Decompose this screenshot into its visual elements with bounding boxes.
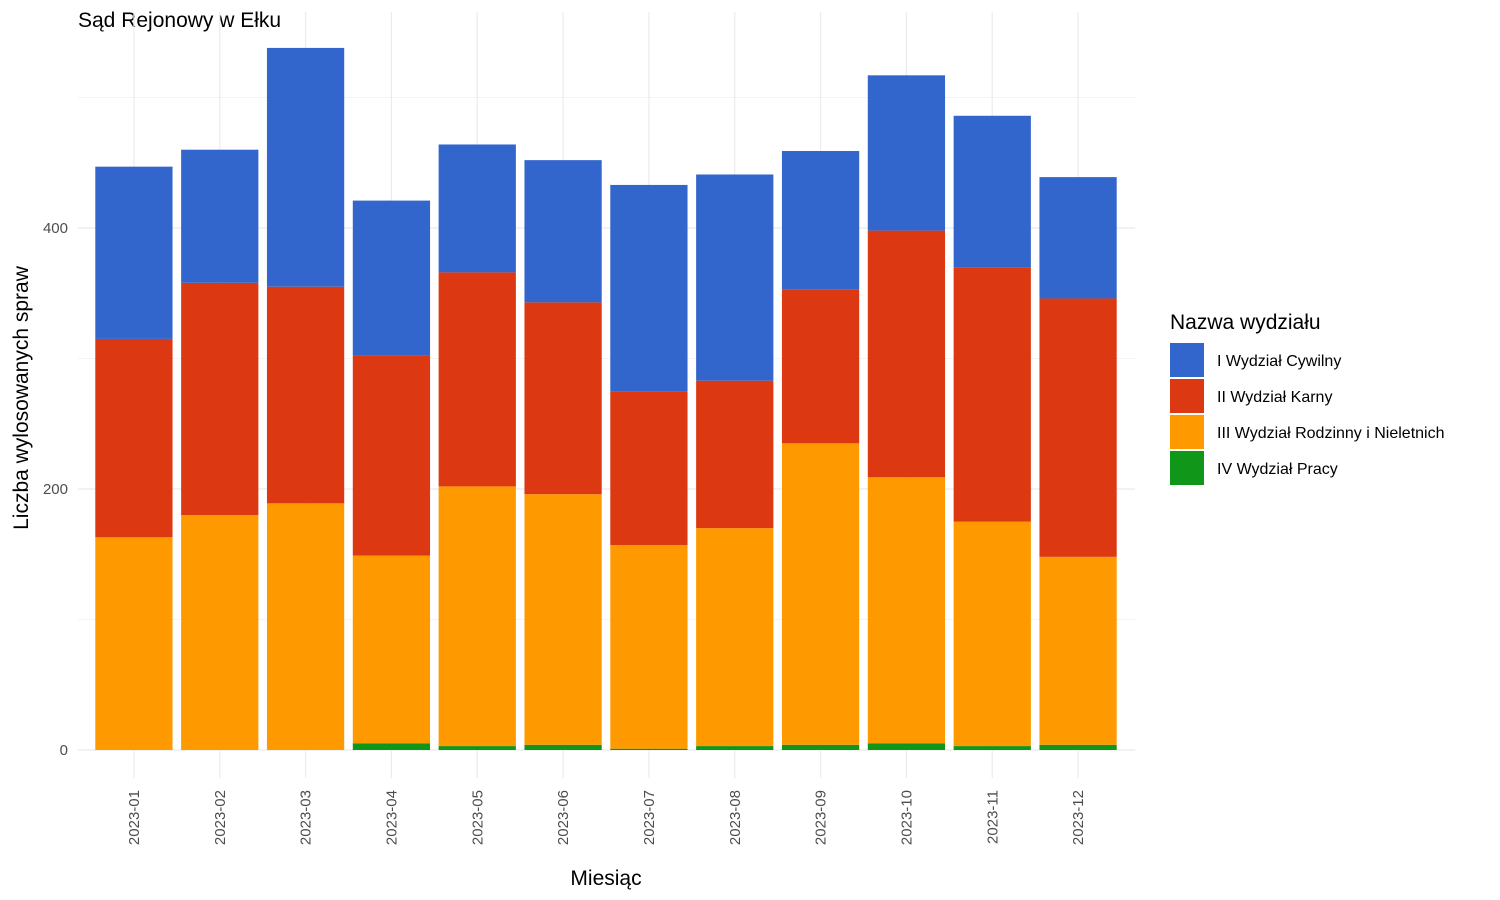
bars <box>95 47 1117 750</box>
x-tick-label: 2023-06 <box>555 790 572 845</box>
bar-segment <box>610 545 688 749</box>
legend-label: II Wydział Karny <box>1217 389 1332 406</box>
bar-segment <box>438 486 516 747</box>
x-tick-label: 2023-12 <box>1070 790 1087 845</box>
legend-swatch <box>1170 343 1204 377</box>
bar-segment <box>95 338 173 538</box>
bar-segment <box>953 521 1031 747</box>
bar-segment <box>181 515 259 750</box>
bar-segment <box>867 230 946 478</box>
bar-segment <box>352 743 431 750</box>
y-axis-title: Liczba wylosowanych spraw <box>10 265 33 530</box>
bar-segment <box>1039 556 1117 745</box>
bar-segment <box>781 289 860 444</box>
bar-segment <box>696 174 774 381</box>
legend-label: I Wydział Cywilny <box>1217 353 1341 370</box>
bar-segment <box>781 151 860 290</box>
bar-segment <box>1039 177 1117 299</box>
bar-segment <box>953 267 1031 522</box>
bar-segment <box>696 380 774 529</box>
x-tick-label: 2023-01 <box>126 790 143 845</box>
x-axis-title: Miesiąc <box>570 867 641 890</box>
bar-segment <box>524 744 602 750</box>
bar-segment <box>867 75 946 231</box>
bar-segment <box>438 746 516 750</box>
bar-segment <box>524 160 602 303</box>
bar-segment <box>524 302 602 495</box>
bar-segment <box>352 355 431 556</box>
bar-segment <box>438 272 516 487</box>
x-tick-label: 2023-02 <box>212 790 229 845</box>
bar-segment <box>610 748 688 750</box>
bar-segment <box>781 744 860 750</box>
bar-segment <box>181 282 259 516</box>
bar-segment <box>95 166 173 339</box>
bar-segment <box>95 537 173 750</box>
y-axis-ticks: 0 200 400 <box>43 220 68 759</box>
x-tick-label: 2023-05 <box>469 790 486 845</box>
bar-segment <box>953 746 1031 750</box>
bar-segment <box>352 200 431 356</box>
bar-segment <box>266 47 345 287</box>
bar-segment <box>266 503 345 750</box>
y-tick-label: 0 <box>60 742 68 759</box>
bar-segment <box>867 743 946 750</box>
legend-swatch <box>1170 379 1204 413</box>
bar-segment <box>181 149 259 283</box>
x-tick-label: 2023-08 <box>727 790 744 845</box>
x-tick-label: 2023-09 <box>813 790 830 845</box>
bar-segment <box>1039 744 1117 750</box>
legend-label: IV Wydział Pracy <box>1217 461 1338 478</box>
legend-swatch <box>1170 415 1204 449</box>
x-tick-label: 2023-11 <box>984 790 1001 844</box>
bar-segment <box>610 184 688 392</box>
x-tick-label: 2023-04 <box>383 790 400 845</box>
chart-title: Sąd Rejonowy w Ełku <box>78 9 281 32</box>
x-tick-label: 2023-07 <box>641 790 658 845</box>
x-tick-label: 2023-03 <box>298 790 315 845</box>
bar-segment <box>610 391 688 546</box>
bar-segment <box>266 286 345 504</box>
bar-segment <box>696 528 774 747</box>
y-tick-label: 400 <box>43 220 68 237</box>
bar-segment <box>867 477 946 744</box>
legend-label: III Wydział Rodzinny i Nieletnich <box>1217 425 1445 442</box>
legend-title: Nazwa wydziału <box>1170 311 1321 334</box>
bar-segment <box>352 555 431 744</box>
legend: I Wydział Cywilny II Wydział Karny III Wyd… <box>1170 343 1445 485</box>
bar-segment <box>1039 298 1117 557</box>
legend-swatch <box>1170 451 1204 485</box>
bar-segment <box>781 443 860 745</box>
x-tick-label: 2023-10 <box>898 790 915 845</box>
x-axis-ticks: 2023-01 2023-02 2023-03 2023-04 2023-05 2023-… <box>126 790 1087 845</box>
y-tick-label: 200 <box>43 481 68 498</box>
bar-segment <box>953 115 1031 268</box>
bar-segment <box>696 746 774 750</box>
bar-segment <box>438 144 516 273</box>
bar-segment <box>524 494 602 745</box>
